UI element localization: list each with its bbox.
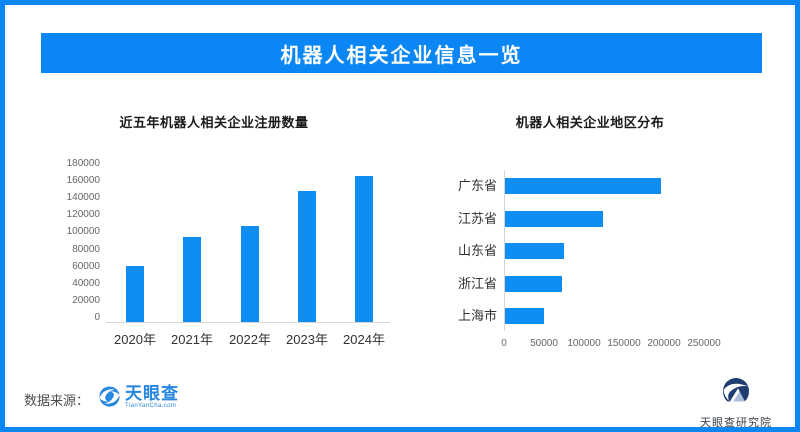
x-axis-tick-label: 150000 bbox=[607, 338, 641, 349]
x-axis-category-label: 2021年 bbox=[171, 332, 213, 347]
regions-bar-chart: 机器人相关企业地区分布 广东省江苏省山东省浙江省上海市 0 50000 100000 1… bbox=[440, 110, 740, 365]
bar-浙江省 bbox=[505, 275, 562, 292]
x-axis-tick-label: 250000 bbox=[687, 338, 721, 349]
y-axis-line bbox=[504, 170, 505, 331]
data-source-label: 数据来源： bbox=[24, 393, 90, 408]
page-title-banner: 机器人相关企业信息一览 bbox=[41, 33, 762, 73]
y-axis-tick-label: 160000 bbox=[66, 174, 100, 186]
y-axis-tick-label: 100000 bbox=[66, 226, 100, 238]
bar-上海市 bbox=[505, 308, 545, 324]
x-axis-category-label: 2023年 bbox=[286, 332, 328, 347]
bar-2023年 bbox=[298, 191, 316, 322]
tianyancha-logo-text: 天眼查 bbox=[125, 384, 180, 403]
x-axis-tick-label: 100000 bbox=[567, 338, 601, 349]
x-axis-tick-label: 50000 bbox=[530, 338, 558, 349]
tianyancha-logo-text-block: 天眼查 TianYanCha.com bbox=[125, 384, 180, 410]
x-axis-tick-label: 0 bbox=[501, 338, 507, 349]
tianyancha-eye-icon bbox=[98, 385, 121, 413]
institute-name: 天眼查研究院 bbox=[700, 417, 772, 429]
registrations-bar-chart: 近五年机器人相关企业注册数量 180000 160000 140000 120000 1… bbox=[24, 110, 404, 365]
x-axis-tick-label: 200000 bbox=[647, 338, 681, 349]
bar-2024年 bbox=[355, 176, 373, 322]
institute-mountain-icon bbox=[721, 376, 751, 411]
regions-chart-title: 机器人相关企业地区分布 bbox=[515, 115, 665, 130]
x-axis-category-label: 2024年 bbox=[343, 332, 385, 347]
bar-2020年 bbox=[126, 266, 144, 322]
bar-2021年 bbox=[183, 237, 201, 322]
x-axis-line bbox=[106, 322, 390, 323]
y-axis-tick-label: 80000 bbox=[72, 243, 100, 255]
y-axis-category-label: 山东省 bbox=[457, 243, 497, 258]
research-institute-logo: 天眼查研究院 bbox=[700, 376, 772, 429]
y-axis-category-label: 江苏省 bbox=[457, 210, 497, 226]
bar-2022年 bbox=[241, 225, 259, 322]
bar-江苏省 bbox=[505, 210, 604, 227]
registrations-chart-title: 近五年机器人相关企业注册数量 bbox=[119, 115, 309, 130]
tianyancha-logo: 天眼查 TianYanCha.com bbox=[98, 385, 179, 413]
y-axis-category-label: 广东省 bbox=[457, 178, 497, 193]
y-axis-tick-label: 0 bbox=[94, 312, 100, 324]
bar-山东省 bbox=[505, 243, 565, 259]
data-source: 数据来源： 天眼查 TianYanCha.com bbox=[24, 385, 179, 413]
tianyancha-logo-domain: TianYanCha.com bbox=[125, 403, 177, 409]
y-axis-tick-label: 40000 bbox=[72, 277, 100, 289]
y-axis-category-label: 上海市 bbox=[457, 308, 497, 323]
y-axis-tick-label: 60000 bbox=[72, 260, 100, 272]
y-axis-tick-label: 180000 bbox=[66, 157, 100, 169]
y-axis-category-label: 浙江省 bbox=[457, 275, 497, 291]
page-title: 机器人相关企业信息一览 bbox=[280, 44, 523, 67]
y-axis-tick-label: 140000 bbox=[66, 191, 100, 203]
y-axis-tick-label: 120000 bbox=[66, 209, 100, 221]
x-axis-category-label: 2020年 bbox=[114, 332, 156, 347]
y-axis-tick-label: 20000 bbox=[72, 295, 100, 307]
x-axis-category-label: 2022年 bbox=[229, 332, 271, 347]
bar-广东省 bbox=[505, 178, 661, 194]
